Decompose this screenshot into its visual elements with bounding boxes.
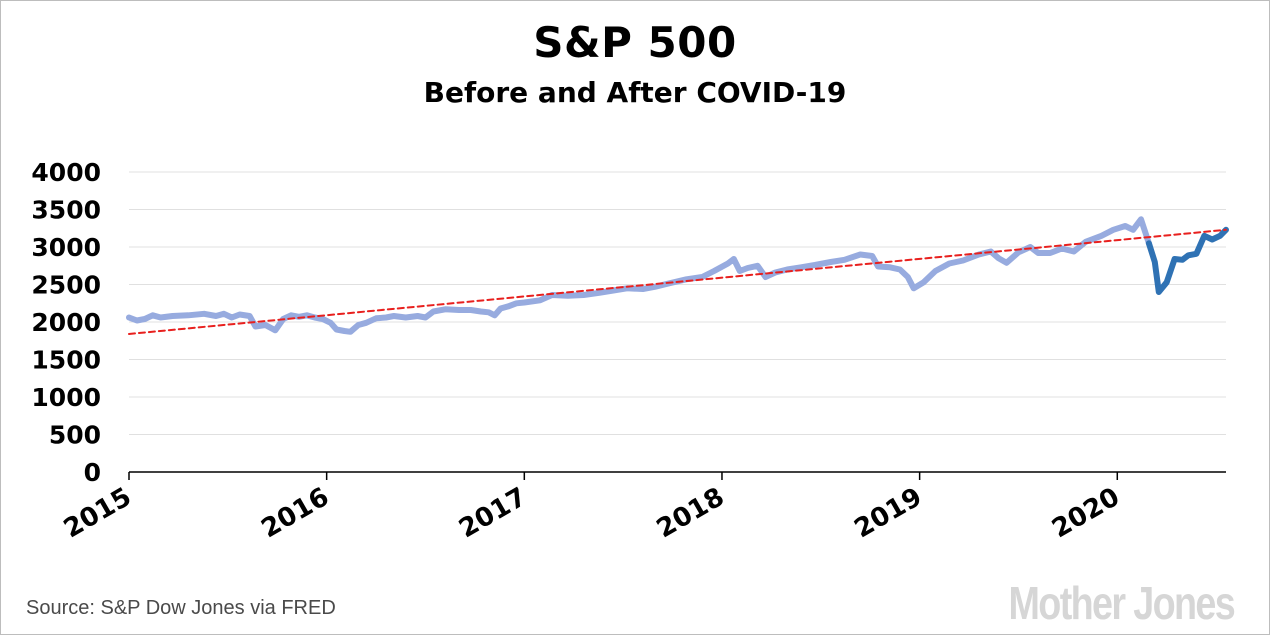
series-line-pre-covid xyxy=(126,216,1152,335)
y-tick-label-500: 500 xyxy=(49,421,101,450)
x-axis: 2015 2016 2017 2018 2019 2020 xyxy=(59,471,1226,544)
chart-title: S&P 500 xyxy=(533,18,737,67)
y-tick-label-1500: 1500 xyxy=(31,346,101,375)
chart-subtitle: Before and After COVID-19 xyxy=(423,76,847,109)
x-tick-label-2019: 2019 xyxy=(849,482,927,544)
y-tick-label-3500: 3500 xyxy=(31,196,101,225)
x-tick-label-2017: 2017 xyxy=(454,482,532,544)
publisher-logo: Mother Jones xyxy=(1008,577,1235,629)
y-tick-label-0: 0 xyxy=(84,458,101,487)
y-axis: 0 500 1000 1500 2000 2500 3000 3500 4000 xyxy=(31,158,101,487)
y-tick-label-2000: 2000 xyxy=(31,308,101,337)
trend-line xyxy=(128,228,1227,335)
x-tick-label-2015: 2015 xyxy=(59,482,137,544)
gridlines xyxy=(129,171,1226,435)
y-tick-label-1000: 1000 xyxy=(31,383,101,412)
chart-series xyxy=(126,216,1229,335)
y-tick-label-4000: 4000 xyxy=(31,158,101,187)
x-tick-label-2020: 2020 xyxy=(1047,482,1125,544)
x-tick-label-2016: 2016 xyxy=(256,482,334,544)
series-line-post-covid xyxy=(1145,226,1229,295)
y-tick-label-3000: 3000 xyxy=(31,233,101,262)
x-tick-label-2018: 2018 xyxy=(652,482,730,544)
source-note: Source: S&P Dow Jones via FRED xyxy=(26,597,336,619)
y-tick-label-2500: 2500 xyxy=(31,271,101,300)
